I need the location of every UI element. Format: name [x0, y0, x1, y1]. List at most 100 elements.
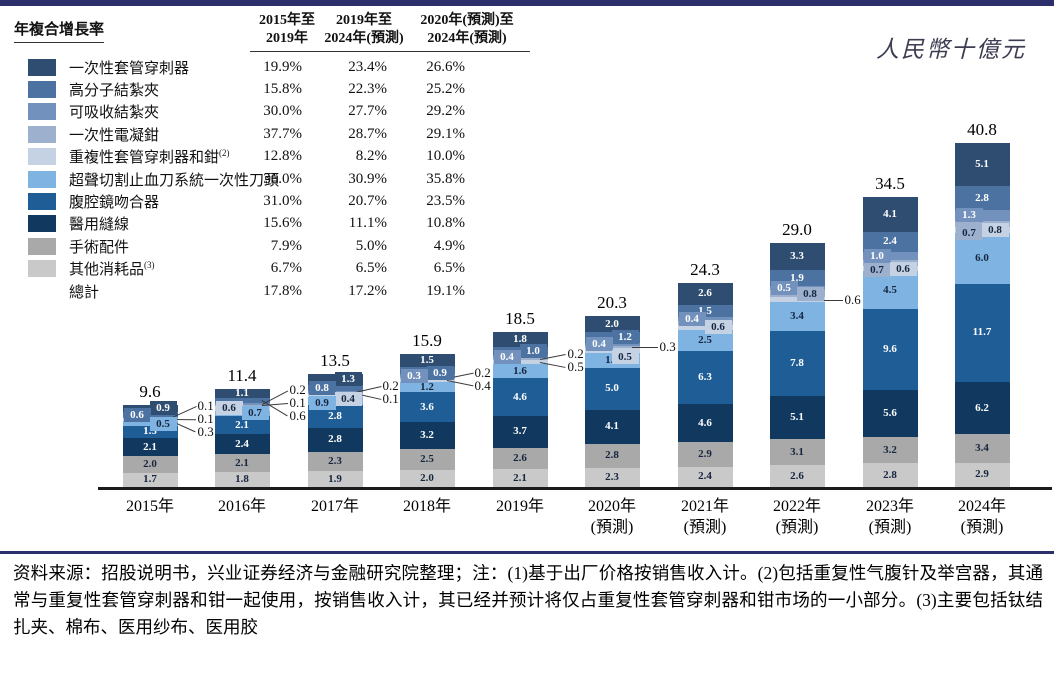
legend-label: 一次性套管穿刺器	[69, 60, 190, 77]
bar-segment	[492, 416, 548, 448]
segment-value-label: 3.6	[420, 400, 434, 413]
period-header-line2: 2024年(預測)	[324, 31, 404, 46]
segment-value-label: 3.3	[790, 249, 804, 262]
bar-segment	[862, 463, 918, 487]
bar-total-label: 40.8	[967, 120, 997, 140]
legend-swatch	[28, 81, 56, 99]
cagr-value: 12.8%	[263, 148, 302, 165]
segment-value-label: 3.4	[975, 441, 989, 454]
callout-value-label: 0.3	[659, 339, 676, 355]
bar-segment	[862, 197, 918, 232]
bar-segment	[954, 186, 1010, 210]
legend-row: 重複性套管穿刺器和鉗(2) 12.8% 8.2% 10.0%	[0, 146, 490, 168]
segment-value-chip: 0.7	[863, 263, 891, 278]
cagr-value: 28.7%	[348, 125, 387, 142]
cagr-value: 10.8%	[426, 215, 465, 232]
unit-label: 人民幣十億元	[876, 37, 1026, 62]
bar-2017年: 1.3 0.8 0.4 0.9 2.8 2.8 2.3 1.9 0.2 0.1 13.5	[307, 351, 399, 487]
bar-total-label: 13.5	[320, 350, 350, 370]
x-axis-tick: 2019年	[465, 496, 575, 517]
segment-value-chip: 0.4	[585, 337, 613, 352]
bar-segment	[862, 389, 918, 437]
cagr-value: 36.0%	[263, 170, 302, 187]
bar-segment	[954, 283, 1010, 382]
bar-segment	[214, 416, 270, 435]
x-tick-line1: 2018年	[402, 498, 451, 515]
cagr-table-title: 年複合增長率	[14, 18, 105, 43]
cagr-value: 17.2%	[348, 282, 387, 299]
callout-value-label: 0.5	[567, 359, 584, 375]
bar-segment	[307, 428, 363, 452]
segment-value-label: 2.8	[605, 449, 619, 462]
bar-2019年: 1.8 1.0 0.4 1.6 4.6 3.7 2.6 2.1 0.2 0.5 18.5	[492, 309, 584, 487]
x-tick-line1: 2017年	[310, 498, 359, 515]
legend-swatch	[28, 193, 56, 211]
cagr-value: 30.9%	[348, 170, 387, 187]
cagr-value: 25.2%	[426, 81, 465, 98]
segment-value-label: 3.4	[790, 309, 804, 322]
segment-value-label: 4.6	[513, 390, 527, 403]
source-note: 资料来源：招股说明书，兴业证券经济与金融研究院整理；注：(1)基于出厂价格按销售…	[13, 563, 1043, 637]
callout-value-label: 0.3	[197, 423, 214, 439]
segment-value-label: 11.7	[972, 326, 992, 339]
x-tick-line2: (預測)	[683, 519, 727, 536]
legend-row: 超聲切割止血刀系統一次性刀頭 36.0% 30.9% 35.8%	[0, 168, 490, 190]
bar-segment	[677, 329, 733, 351]
segment-value-chip: 1.3	[334, 372, 362, 387]
legend-label: 醫用縫線	[69, 217, 130, 234]
bar-total-label: 24.3	[690, 259, 720, 279]
segment-value-label: 2.5	[420, 453, 434, 466]
bar-segment	[954, 462, 1010, 487]
segment-value-chip: 0.8	[796, 286, 824, 301]
x-axis-tick: 2018年	[372, 496, 482, 517]
x-axis-tick: 2016年	[187, 496, 297, 517]
cagr-value: 11.1%	[348, 215, 387, 232]
legend-label: 超聲切割止血刀系統一次性刀頭	[69, 172, 280, 189]
segment-value-label: 4.6	[698, 416, 712, 429]
segment-value-label: 2.6	[513, 451, 527, 464]
segment-value-chip: 0.5	[770, 281, 798, 296]
segment-value-label: 4.5	[883, 283, 897, 296]
legend-label: 高分子結紮夾	[69, 83, 160, 100]
callout-value-label: 0.6	[844, 291, 861, 307]
bar-2022年(預測): 3.3 1.9 0.5 0.8 3.4 7.8 5.1 3.1 2.6 0.6 29.0	[769, 220, 861, 487]
segment-value-label: 4.1	[883, 207, 897, 220]
legend-swatch	[28, 260, 56, 278]
segment-value-label: 1.8	[235, 472, 249, 485]
callout-value-label: 0.1	[289, 395, 306, 411]
segment-value-label: 1.1	[235, 386, 249, 399]
x-tick-line1: 2019年	[495, 498, 544, 515]
segment-value-label: 1.2	[420, 380, 434, 393]
legend-row: 腹腔鏡吻合器 31.0% 20.7% 23.5%	[0, 190, 490, 212]
bar-segment	[214, 388, 270, 398]
segment-value-label: 2.1	[235, 456, 249, 469]
cagr-value: 15.6%	[263, 215, 302, 232]
bar-segment	[954, 143, 1010, 187]
segment-value-chip: 0.8	[981, 222, 1009, 237]
legend-swatch	[28, 170, 56, 188]
callout-line	[816, 299, 843, 301]
period-header-line2: 2019年	[266, 31, 308, 46]
segment-value-chip: 0.9	[149, 401, 177, 416]
bar-segment	[122, 438, 178, 456]
segment-value-chip: 0.9	[426, 365, 454, 380]
segment-value-label: 2.3	[328, 454, 342, 467]
cagr-value: 10.0%	[426, 148, 465, 165]
x-axis-line	[98, 487, 1052, 490]
callout-value-label: 0.6	[289, 408, 306, 424]
bar-2021年(預測): 2.6 1.5 0.4 0.6 2.5 6.3 4.6 2.9 2.4 24.3	[677, 260, 733, 487]
segment-value-label: 1.8	[513, 332, 527, 345]
cagr-value: 26.6%	[426, 58, 465, 75]
x-axis-tick: 2021年 (預測)	[650, 496, 760, 538]
x-axis-tick: 2023年 (預測)	[835, 496, 945, 538]
callout-value-label: 0.1	[197, 397, 214, 413]
legend-swatch	[28, 215, 56, 233]
x-tick-line1: 2015年	[125, 498, 174, 515]
cagr-value: 6.5%	[355, 260, 387, 277]
segment-value-label: 2.8	[975, 191, 989, 204]
segment-value-chip: 1.0	[863, 248, 891, 263]
cagr-value: 19.1%	[426, 282, 465, 299]
callout-value-label: 0.2	[474, 364, 491, 380]
segment-value-chip: 0.4	[678, 311, 706, 326]
segment-value-label: 5.0	[605, 382, 619, 395]
